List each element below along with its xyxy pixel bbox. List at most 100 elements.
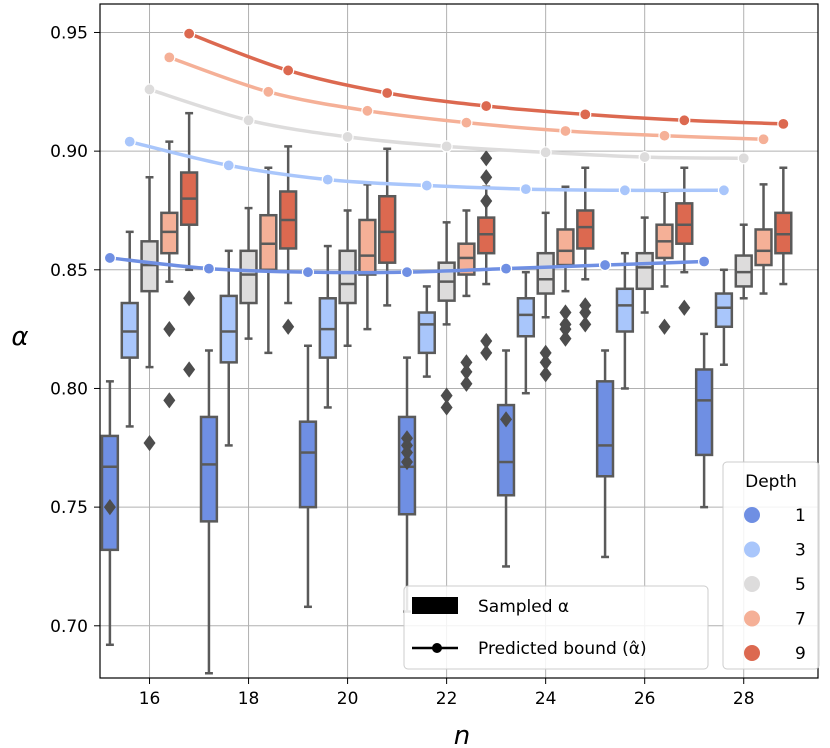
- box-plot-depth-1-n-28: [694, 332, 714, 509]
- x-tick-label: 28: [733, 689, 755, 709]
- box-plot-depth-1-n-18: [199, 349, 219, 675]
- bound-point: [202, 262, 216, 275]
- x-tick-label: 22: [436, 689, 458, 709]
- depth-legend-marker-3: [744, 541, 760, 558]
- bound-point: [242, 114, 255, 127]
- x-tick-label: 16: [139, 689, 161, 709]
- y-tick-label: 0.95: [50, 23, 88, 43]
- box-outlier: [500, 411, 513, 428]
- box-plot-depth-9-n-16: [179, 111, 199, 378]
- box-outlier: [579, 316, 592, 333]
- box-iqr: [516, 297, 536, 338]
- box-plot-depth-9-n-22: [477, 150, 496, 361]
- box-plot-depth-7-n-22: [457, 209, 476, 392]
- bound-point: [420, 179, 433, 192]
- box-iqr: [496, 403, 516, 497]
- bound-point: [381, 86, 394, 100]
- x-tick-label: 18: [238, 689, 260, 709]
- box-outlier: [143, 434, 156, 452]
- box-plot-depth-5-n-28: [734, 223, 753, 300]
- box-plot-depth-5-n-24: [536, 211, 555, 383]
- box-outlier: [658, 318, 671, 335]
- box-outlier: [183, 290, 196, 307]
- box-plot-depth-9-n-24: [576, 166, 595, 333]
- depth-legend-frame: [722, 461, 820, 670]
- bound-point: [499, 262, 513, 275]
- bound-point: [143, 83, 156, 96]
- bound-point: [400, 266, 414, 279]
- box-outlier: [579, 297, 592, 314]
- box-iqr: [595, 380, 615, 478]
- bound-point: [460, 116, 473, 129]
- box-iqr: [298, 420, 318, 509]
- box-plot-depth-1-n-20: [298, 344, 318, 609]
- box-plot-depth-3-n-26: [615, 251, 635, 390]
- bound-point: [638, 150, 651, 164]
- bound-point: [321, 173, 334, 186]
- bound-series-depth-3: [123, 135, 731, 197]
- box-outlier: [163, 321, 176, 338]
- tick-labels: 16 18 20 22 24 26 28 0.70 0.75 0.80 0.85 0.90 0.95: [50, 23, 754, 709]
- box-plot-depth-3-n-16: [120, 230, 139, 428]
- box-outlier: [559, 316, 572, 333]
- bound-point: [598, 258, 612, 272]
- depth-legend: Depth 1 3 5 7 9: [722, 461, 820, 670]
- box-plot-depth-1-n-16: [100, 380, 120, 647]
- box-plot-depth-9-n-26: [675, 166, 694, 316]
- box-plot-depth-7-n-18: [259, 166, 278, 355]
- bound-point: [341, 130, 354, 144]
- sampled-legend-swatch: [412, 597, 458, 614]
- box-plot-depth-7-n-24: [556, 185, 575, 347]
- box-plot-depth-3-n-22: [417, 285, 436, 378]
- bound-point: [519, 183, 532, 196]
- box-outlier: [401, 453, 414, 471]
- bound-series-depth-1: [103, 251, 711, 279]
- box-plot-depth-1-n-26: [595, 349, 615, 559]
- box-outlier: [460, 363, 473, 380]
- box-iqr: [576, 209, 595, 250]
- bound-point: [757, 133, 770, 146]
- box-outlier: [480, 332, 493, 350]
- sampled-legend-label: Sampled α: [478, 597, 569, 617]
- box-plot-depth-1-n-24: [496, 349, 516, 568]
- box-plot-depth-5-n-18: [239, 206, 258, 340]
- marker-legend: Sampled α Predicted bound (α̂): [403, 585, 709, 670]
- plot-frame: [99, 3, 819, 679]
- bound-point: [698, 255, 711, 268]
- box-plot-depth-7-n-20: [358, 183, 377, 331]
- predicted-legend-marker: [432, 643, 442, 653]
- box-outlier: [282, 318, 295, 335]
- bound-point: [222, 159, 235, 172]
- box-outlier: [559, 304, 572, 321]
- box-iqr: [219, 294, 238, 364]
- bound-point: [282, 64, 295, 77]
- y-tick-label: 0.90: [50, 142, 88, 162]
- box-iqr: [358, 218, 377, 276]
- bound-point: [618, 184, 631, 197]
- box-iqr: [417, 311, 436, 355]
- depth-legend-marker-9: [744, 645, 760, 661]
- box-plot-depth-5-n-16: [140, 175, 159, 452]
- box-plots: [100, 111, 793, 675]
- box-plot-depth-7-n-28: [754, 183, 773, 295]
- y-tick-label: 0.70: [50, 617, 88, 637]
- box-outlier: [440, 387, 453, 404]
- bound-point: [579, 108, 592, 121]
- depth-legend-label-7: 7: [795, 610, 806, 630]
- box-outlier: [559, 330, 572, 347]
- bound-point: [103, 251, 117, 265]
- bound-point: [658, 129, 671, 142]
- bound-point: [737, 152, 750, 165]
- box-iqr: [556, 228, 575, 267]
- depth-legend-label-1: 1: [795, 506, 806, 526]
- bound-series-depth-7: [163, 51, 770, 146]
- x-tick-label: 24: [535, 689, 557, 709]
- bound-point: [678, 114, 691, 127]
- bound-point: [717, 184, 731, 197]
- y-tick-label: 0.85: [50, 261, 88, 281]
- box-iqr: [615, 287, 635, 333]
- x-tick-label: 26: [634, 689, 656, 709]
- box-iqr: [100, 434, 120, 552]
- box-plot-depth-5-n-20: [338, 209, 357, 347]
